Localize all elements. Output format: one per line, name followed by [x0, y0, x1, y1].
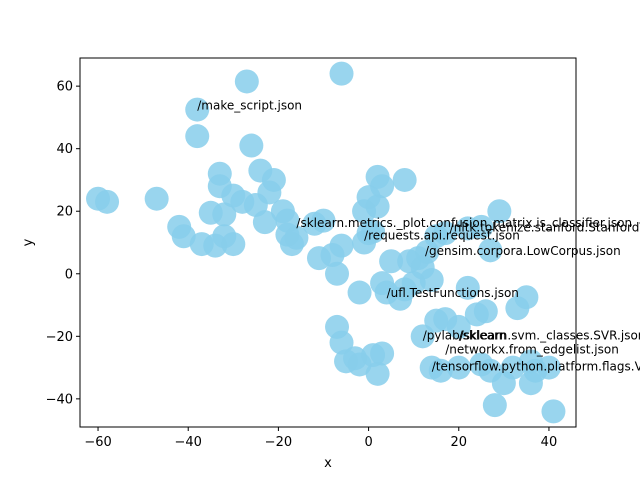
y-tick-label-5: 60 — [56, 80, 73, 95]
y-tick-label-3: 20 — [56, 205, 73, 220]
plot-frame — [79, 57, 577, 428]
data-point-87 — [500, 355, 525, 380]
points-layer — [86, 61, 566, 424]
annotation-9: /tensorflow.python.platform.flags.Va — [432, 360, 640, 374]
annotation-8: /networkx.from_edgelist.json — [445, 343, 619, 357]
data-point-41 — [352, 199, 377, 224]
annotation-7: /sklearn — [459, 328, 507, 342]
annotation-0: /make_script.json — [197, 99, 302, 113]
y-tick-label-0: −40 — [46, 392, 73, 407]
data-point-73 — [329, 330, 354, 355]
data-point-12 — [95, 189, 120, 214]
data-point-58 — [433, 221, 458, 246]
data-point-71 — [446, 314, 471, 339]
x-tick-label-0: −60 — [84, 435, 111, 450]
data-point-90 — [536, 355, 561, 380]
data-point-4 — [239, 133, 264, 158]
data-point-13 — [144, 186, 169, 211]
x-axis-label: x — [324, 456, 332, 471]
data-point-35 — [325, 261, 350, 286]
data-point-68 — [410, 324, 435, 349]
data-point-38 — [392, 167, 417, 192]
y-tick-label-4: 40 — [56, 142, 73, 157]
x-ticks: −60 −40 −20 0 20 40 — [84, 427, 557, 450]
data-point-17 — [212, 202, 237, 227]
data-point-0 — [234, 69, 259, 94]
y-axis-label: y — [21, 238, 36, 246]
data-point-78 — [370, 341, 395, 366]
annotation-3: /requests.api.request.json — [364, 228, 520, 242]
data-point-61 — [487, 199, 512, 224]
data-point-44 — [361, 219, 386, 244]
annotation-6: /pylab/sklearn.svm._classes.SVR.json — [423, 328, 640, 342]
data-point-24 — [171, 224, 196, 249]
data-point-63 — [455, 275, 480, 300]
data-point-92 — [541, 399, 566, 424]
annotation-1: /sklearn.metrics._plot.confusion_matrix.… — [296, 216, 632, 230]
data-point-56 — [347, 280, 372, 305]
data-point-45 — [379, 249, 404, 274]
data-point-20 — [252, 210, 277, 235]
data-point-65 — [464, 302, 489, 327]
data-point-27 — [203, 233, 228, 258]
data-point-34 — [320, 243, 345, 268]
data-point-82 — [446, 355, 471, 380]
data-point-62 — [478, 238, 503, 263]
x-tick-label-3: 0 — [364, 435, 372, 450]
y-tick-label-1: −20 — [46, 330, 73, 345]
data-point-2 — [185, 97, 210, 122]
data-point-67 — [514, 285, 539, 310]
x-tick-label-1: −40 — [174, 435, 201, 450]
data-point-22 — [311, 208, 336, 233]
data-point-50 — [419, 268, 444, 293]
data-point-28 — [221, 232, 246, 257]
data-point-31 — [279, 232, 304, 257]
x-tick-label-2: −20 — [265, 435, 292, 450]
x-tick-label-4: 20 — [450, 435, 467, 450]
annotation-4: /gensim.corpora.LowCorpus.json — [425, 244, 621, 258]
annotations-layer: /make_script.json/sklearn.metrics._plot.… — [197, 99, 640, 374]
data-point-91 — [518, 371, 543, 396]
y-ticks: −40 −20 0 20 40 60 — [46, 80, 80, 407]
data-point-3 — [185, 124, 210, 149]
annotation-2: /nltk.tokenize.stanford.StanfordT — [450, 221, 640, 235]
data-point-1 — [329, 61, 354, 86]
y-tick-label-2: 0 — [65, 267, 73, 282]
data-point-60 — [469, 214, 494, 239]
data-point-79 — [365, 361, 390, 386]
data-point-81 — [428, 358, 453, 383]
data-point-86 — [482, 393, 507, 418]
data-point-55 — [388, 286, 413, 311]
annotation-5: /ufl.TestFunctions.json — [387, 286, 519, 300]
x-tick-label-5: 40 — [541, 435, 558, 450]
